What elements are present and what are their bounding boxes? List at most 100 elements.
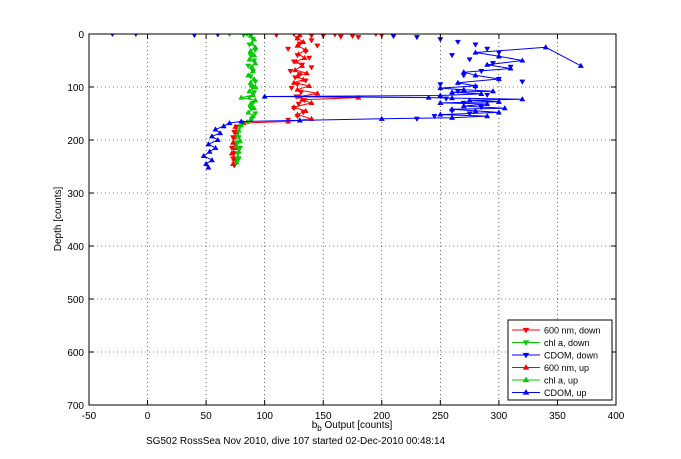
data-point (449, 95, 456, 101)
x-tick-label: 250 (432, 411, 449, 422)
data-point (306, 55, 313, 61)
data-point (295, 101, 302, 108)
legend-marker (522, 327, 530, 334)
y-tick-label: 400 (67, 242, 84, 253)
data-point (495, 109, 502, 115)
data-point (246, 88, 253, 94)
data-point (234, 153, 241, 160)
data-point (232, 123, 239, 129)
data-point (245, 63, 252, 69)
data-point (303, 70, 310, 76)
data-point (273, 34, 279, 39)
data-point (220, 123, 227, 129)
data-point (285, 46, 292, 52)
data-point (355, 35, 362, 41)
y-tick-label: 700 (67, 401, 84, 412)
data-point (200, 152, 207, 158)
data-point (191, 34, 197, 39)
x-tick-label: 100 (256, 411, 273, 422)
data-point (212, 144, 219, 151)
data-point (484, 92, 491, 99)
data-point (378, 115, 385, 121)
legend-marker (522, 352, 530, 359)
data-point (484, 113, 491, 119)
data-point (460, 69, 467, 75)
data-point (294, 42, 301, 48)
y-tick-label: 0 (78, 30, 84, 41)
data-point (252, 97, 259, 103)
data-point (251, 52, 258, 58)
data-point (519, 57, 526, 63)
legend-entry-600nm-up: 600 nm, up (512, 363, 589, 373)
data-point (542, 44, 549, 50)
data-point (233, 143, 240, 149)
data-point (252, 60, 259, 66)
data-point (301, 54, 308, 60)
data-point (290, 104, 297, 110)
data-point (249, 68, 256, 74)
data-point (206, 148, 213, 154)
data-point (247, 34, 254, 38)
data-point (437, 99, 444, 105)
data-point (246, 56, 253, 62)
data-point (234, 132, 241, 138)
legend-entry-chla-down: chl a, down (512, 338, 590, 348)
data-point (449, 106, 456, 112)
data-point (460, 86, 467, 92)
data-point (484, 46, 491, 52)
data-point (217, 130, 224, 136)
legend-entry-cdom-up: CDOM, up (512, 388, 587, 398)
data-point (247, 47, 254, 54)
data-point (332, 34, 338, 38)
data-point (248, 84, 255, 91)
legend-label: 600 nm, up (544, 363, 589, 373)
data-point (233, 159, 240, 165)
data-point (501, 105, 508, 111)
x-tick-label: -50 (82, 411, 97, 422)
y-tick-label: 600 (67, 348, 84, 359)
data-point (296, 117, 303, 123)
data-point (249, 113, 256, 119)
data-point (294, 73, 301, 79)
legend-marker (522, 389, 530, 395)
data-point (472, 82, 479, 89)
data-point (302, 46, 309, 52)
data-point (247, 100, 254, 107)
data-point (251, 105, 258, 111)
data-point (466, 97, 473, 103)
x-tick-label: 150 (315, 411, 332, 422)
data-point (205, 141, 212, 147)
x-tick-label: 350 (549, 411, 566, 422)
x-axis-label: bb Output [counts] (312, 420, 393, 433)
y-tick-label: 500 (67, 295, 84, 306)
series-chla-up (233, 34, 259, 165)
data-point (308, 99, 315, 105)
y-axis-ticks: 0 100 200 300 400 500 600 700 (67, 30, 616, 412)
data-point (226, 119, 233, 126)
y-tick-label: 100 (67, 83, 84, 94)
data-point (449, 53, 456, 59)
data-point (484, 100, 491, 107)
legend-marker (522, 340, 530, 346)
data-point (466, 57, 473, 63)
x-axis-label-rest: Output [counts] (322, 420, 393, 431)
data-point (208, 133, 216, 139)
data-point (252, 83, 259, 90)
data-point (495, 75, 502, 82)
data-point (235, 127, 242, 133)
data-point (261, 93, 268, 99)
data-point (314, 90, 321, 96)
y-axis-label: Depth [counts] (53, 187, 64, 252)
data-point (449, 89, 456, 95)
x-tick-label: 200 (373, 411, 390, 422)
data-point (437, 111, 444, 117)
data-point (205, 164, 212, 170)
data-point (251, 75, 258, 82)
data-point (495, 53, 502, 59)
data-point (238, 118, 245, 124)
legend-label: chl a, down (544, 338, 590, 348)
data-point (425, 94, 432, 100)
data-point (299, 62, 306, 68)
data-point (472, 49, 479, 55)
